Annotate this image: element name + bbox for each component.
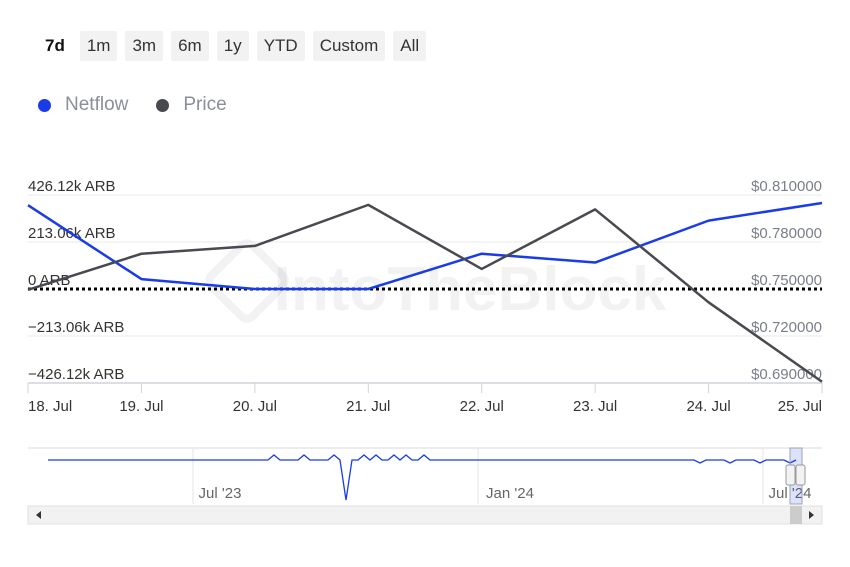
range-button-custom[interactable]: Custom — [312, 31, 386, 61]
right-axis-tick-label: $0.780000 — [751, 225, 822, 242]
watermark: IntoTheBlock — [205, 239, 667, 324]
navigator-label: Jul '24 — [769, 485, 812, 502]
watermark-text: IntoTheBlock — [274, 255, 667, 324]
left-axis-tick-label: 0 ARB — [28, 272, 71, 289]
right-axis-labels: $0.810000 $0.780000 $0.750000 $0.720000 $0.6… — [751, 178, 822, 383]
navigator-selection[interactable] — [789, 447, 803, 505]
series-line-price[interactable] — [27, 203, 823, 383]
scroll-right-arrow-icon[interactable] — [809, 511, 814, 519]
range-selector: 7d 1m 3m 6m 1y YTD Custom All — [38, 31, 427, 61]
navigator-handle[interactable] — [785, 464, 796, 486]
navigator-background — [28, 448, 822, 504]
range-button-3m[interactable]: 3m — [125, 31, 164, 61]
navigator-series-line — [48, 454, 797, 501]
left-axis-tick-label: −426.12k ARB — [28, 366, 124, 383]
range-button-1y[interactable]: 1y — [216, 31, 249, 61]
x-axis-tick-label: 23. Jul — [573, 398, 617, 415]
series-line-netflow[interactable] — [27, 201, 823, 291]
navigator-label: Jan '24 — [486, 485, 534, 502]
range-button-all[interactable]: All — [393, 31, 427, 61]
x-axis-tick-label: 20. Jul — [233, 398, 277, 415]
legend-marker — [156, 98, 170, 112]
legend-item-price[interactable]: Price — [156, 94, 227, 116]
right-axis-tick-label: $0.750000 — [751, 272, 822, 289]
x-axis-tick-label: 24. Jul — [686, 398, 730, 415]
right-axis-tick-label: $0.810000 — [751, 178, 822, 195]
navigator-scrollbar-thumb[interactable] — [790, 506, 802, 524]
x-axis: 18. Jul 19. Jul 20. Jul 21. Jul 22. Jul 23. J… — [27, 382, 823, 415]
gridlines — [28, 194, 822, 384]
x-axis-tick-label: 18. Jul — [28, 398, 72, 415]
scroll-left-arrow-icon[interactable] — [36, 511, 41, 519]
x-axis-tick-label: 19. Jul — [119, 398, 163, 415]
legend-label: Netflow — [65, 94, 129, 115]
x-axis-tick-label: 25. Jul — [778, 398, 822, 415]
navigator-handle[interactable] — [795, 464, 806, 486]
left-axis-tick-label: 426.12k ARB — [28, 178, 116, 195]
legend-marker — [38, 98, 51, 112]
legend-item-netflow[interactable]: Netflow — [38, 94, 128, 116]
chart-legend: Netflow Price — [38, 94, 227, 116]
navigator-label: Jul '23 — [199, 485, 242, 502]
navigator: Jul '23 Jan '24 Jul '24 — [27, 447, 823, 525]
range-button-6m[interactable]: 6m — [171, 31, 209, 61]
right-axis-tick-label: $0.690000 — [751, 366, 822, 383]
navigator-scrollbar-track[interactable] — [27, 505, 823, 525]
x-axis-tick-label: 22. Jul — [460, 398, 504, 415]
series-lines — [27, 201, 823, 383]
right-axis-tick-label: $0.720000 — [751, 319, 822, 336]
legend-label: Price — [183, 94, 227, 115]
range-button-ytd[interactable]: YTD — [256, 31, 305, 61]
left-axis-tick-label: −213.06k ARB — [28, 319, 124, 336]
range-button-1m[interactable]: 1m — [79, 31, 118, 61]
x-axis-tick-label: 21. Jul — [346, 398, 390, 415]
watermark-logo — [205, 239, 289, 323]
left-axis-tick-label: 213.06k ARB — [28, 225, 116, 242]
range-button-7d[interactable]: 7d — [38, 31, 72, 61]
left-axis-labels: 426.12k ARB 213.06k ARB 0 ARB −213.06k ARB −… — [28, 178, 124, 383]
